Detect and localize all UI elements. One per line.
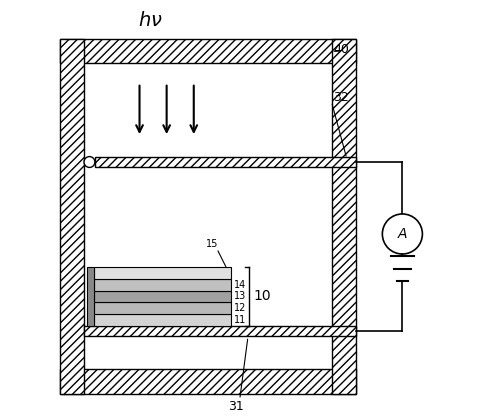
Bar xyxy=(60,39,84,394)
Bar xyxy=(94,291,231,302)
Bar xyxy=(94,279,231,291)
Text: 10: 10 xyxy=(254,289,271,303)
Bar xyxy=(332,39,357,394)
Text: 11: 11 xyxy=(234,315,246,325)
Bar xyxy=(60,39,357,63)
Circle shape xyxy=(84,157,95,168)
Text: 40: 40 xyxy=(333,43,349,56)
Bar xyxy=(94,302,231,314)
Text: 32: 32 xyxy=(333,91,349,104)
Text: 12: 12 xyxy=(234,303,246,313)
Text: A: A xyxy=(398,227,407,241)
Text: 31: 31 xyxy=(228,399,244,412)
Bar xyxy=(95,157,357,168)
Bar xyxy=(87,267,94,326)
Circle shape xyxy=(382,214,423,254)
Text: 14: 14 xyxy=(234,280,246,290)
Bar xyxy=(84,326,357,336)
Bar xyxy=(94,314,231,326)
Bar xyxy=(60,369,357,394)
Text: 15: 15 xyxy=(206,239,219,249)
Bar xyxy=(84,63,332,369)
Text: 13: 13 xyxy=(234,291,246,302)
Text: $h\nu$: $h\nu$ xyxy=(137,10,162,30)
Bar xyxy=(94,267,231,279)
